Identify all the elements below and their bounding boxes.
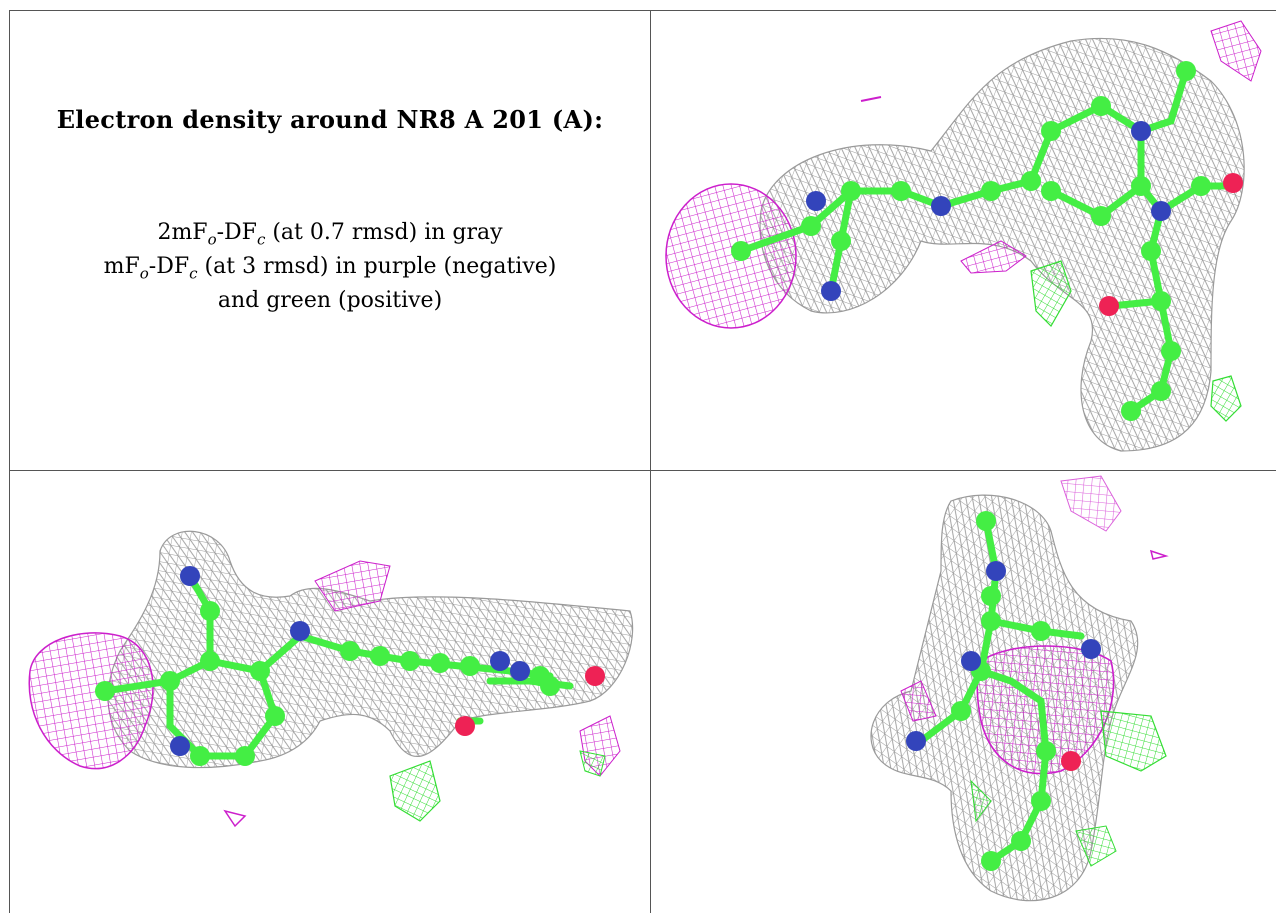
legend-line-positive: and green (positive)	[217, 288, 443, 313]
positive-density-blob-2	[1075, 825, 1117, 867]
molecule-view-3	[870, 475, 1169, 902]
border-left	[9, 10, 10, 913]
negative-density-tiny	[860, 96, 882, 102]
legend-line-2fofc: 2mFo-DFc (at 0.7 rmsd) in gray	[157, 220, 503, 249]
density-view-bottom-right	[651, 471, 1276, 913]
negative-density-small-1	[1210, 20, 1262, 82]
positive-density-blob-1	[1030, 260, 1072, 327]
negative-density-tiny	[1149, 549, 1169, 560]
negative-density-small-2	[900, 680, 937, 722]
density-view-top-right	[651, 11, 1276, 470]
figure-title: Electron density around NR8 A 201 (A):	[56, 105, 604, 134]
positive-density-blob-1	[389, 760, 441, 822]
negative-density-tiny	[223, 809, 247, 828]
negative-density-small-1	[314, 560, 391, 612]
border-middle-horizontal	[9, 470, 1276, 471]
ligand-atoms	[731, 61, 1243, 421]
positive-density-blob-2	[1210, 375, 1242, 422]
negative-density-small-1	[1060, 475, 1122, 532]
border-middle-vertical	[650, 10, 651, 913]
molecule-view-1	[665, 20, 1262, 452]
density-view-bottom-left	[10, 471, 650, 913]
legend-text: 2mFo-DFc (at 0.7 rmsd) in gray mFo-DFc (…	[10, 216, 650, 318]
legend-cell: Electron density around NR8 A 201 (A): 2…	[10, 11, 650, 470]
legend-line-fofc: mFo-DFc (at 3 rmsd) in purple (negative)	[103, 254, 557, 283]
border-top	[9, 10, 1276, 11]
ligand-atoms	[95, 566, 605, 766]
negative-density-small-2	[960, 240, 1027, 274]
molecule-view-2	[28, 530, 634, 828]
positive-density-blob-3	[970, 779, 992, 823]
positive-density-blob-2	[579, 750, 606, 777]
negative-density-blob	[665, 183, 797, 329]
positive-density-blob-1	[1100, 710, 1167, 772]
negative-density-blob	[28, 632, 154, 770]
ligand-atoms	[906, 511, 1101, 871]
